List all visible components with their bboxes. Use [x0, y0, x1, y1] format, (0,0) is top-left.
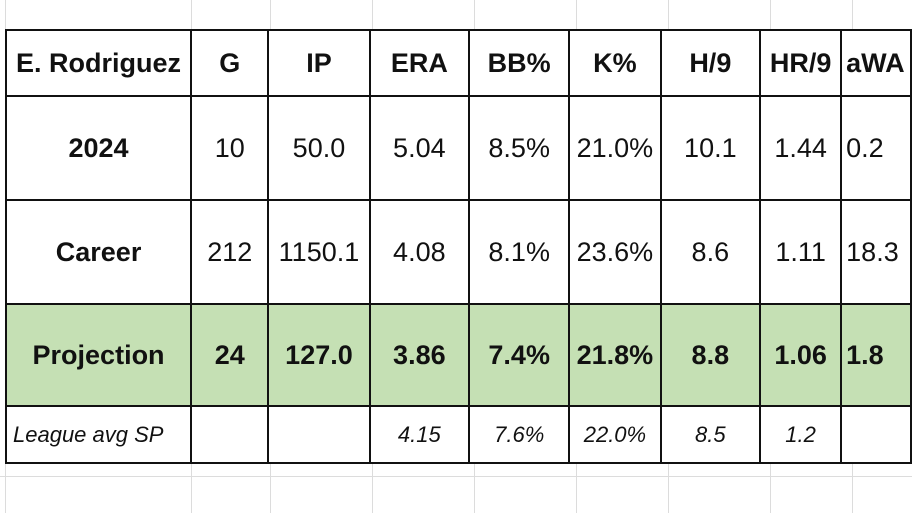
table-cell[interactable]: 24: [190, 303, 270, 407]
table-cell[interactable]: [267, 405, 371, 464]
table-cell[interactable]: 8.5: [659, 405, 762, 464]
header-row: E. Rodriguez G IP ERA BB% K% H/9 HR/9 aW…: [4, 29, 912, 97]
table-cell[interactable]: 0.2: [840, 95, 912, 201]
table-cell[interactable]: 3.86: [368, 303, 471, 407]
table-cell[interactable]: 21.0%: [568, 95, 662, 201]
table-cell[interactable]: 7.6%: [468, 405, 571, 464]
table-cell[interactable]: 50.0: [267, 95, 371, 201]
table-cell[interactable]: 1.44: [759, 95, 843, 201]
header-cell-hr9[interactable]: HR/9: [759, 29, 843, 97]
table-cell[interactable]: 8.1%: [468, 199, 571, 305]
stats-table: E. Rodriguez G IP ERA BB% K% H/9 HR/9 aW…: [4, 29, 912, 464]
table-cell[interactable]: 4.15: [368, 405, 471, 464]
table-cell[interactable]: 1.2: [759, 405, 843, 464]
table-cell[interactable]: 7.4%: [468, 303, 571, 407]
table-cell[interactable]: 8.8: [659, 303, 762, 407]
table-cell[interactable]: [840, 405, 912, 464]
table-cell[interactable]: 212: [190, 199, 270, 305]
table-row-2024: 2024 10 50.0 5.04 8.5% 21.0% 10.1 1.44 0…: [4, 95, 912, 201]
header-cell-awar[interactable]: aWA: [840, 29, 912, 97]
table-cell[interactable]: 4.08: [368, 199, 471, 305]
table-cell[interactable]: [190, 405, 270, 464]
row-label[interactable]: 2024: [4, 95, 193, 201]
header-cell-ip[interactable]: IP: [267, 29, 371, 97]
table-cell[interactable]: 8.5%: [468, 95, 571, 201]
table-cell[interactable]: 127.0: [267, 303, 371, 407]
table-cell[interactable]: 8.6: [659, 199, 762, 305]
header-cell-era[interactable]: ERA: [368, 29, 471, 97]
header-cell-g[interactable]: G: [190, 29, 270, 97]
table-cell[interactable]: 1150.1: [267, 199, 371, 305]
table-row-league-avg: League avg SP 4.15 7.6% 22.0% 8.5 1.2: [4, 405, 912, 464]
table-cell[interactable]: 5.04: [368, 95, 471, 201]
table-cell[interactable]: 10.1: [659, 95, 762, 201]
header-cell-bb-pct[interactable]: BB%: [468, 29, 571, 97]
table-cell[interactable]: 22.0%: [568, 405, 662, 464]
table-cell[interactable]: 18.3: [840, 199, 912, 305]
header-cell-h9[interactable]: H/9: [659, 29, 762, 97]
table-row-career: Career 212 1150.1 4.08 8.1% 23.6% 8.6 1.…: [4, 199, 912, 305]
table-row-projection: Projection 24 127.0 3.86 7.4% 21.8% 8.8 …: [4, 303, 912, 407]
header-cell-k-pct[interactable]: K%: [568, 29, 662, 97]
row-label[interactable]: League avg SP: [4, 405, 193, 464]
row-label[interactable]: Projection: [4, 303, 193, 407]
table-cell[interactable]: 1.06: [759, 303, 843, 407]
table-cell[interactable]: 23.6%: [568, 199, 662, 305]
row-label[interactable]: Career: [4, 199, 193, 305]
table-cell[interactable]: 1.11: [759, 199, 843, 305]
table-cell[interactable]: 10: [190, 95, 270, 201]
header-cell-player[interactable]: E. Rodriguez: [4, 29, 193, 97]
table-cell[interactable]: 1.8: [840, 303, 912, 407]
table-cell[interactable]: 21.8%: [568, 303, 662, 407]
